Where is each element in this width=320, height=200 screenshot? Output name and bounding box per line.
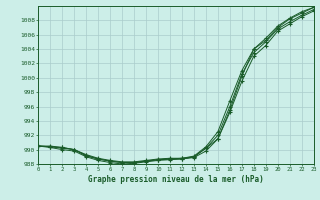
X-axis label: Graphe pression niveau de la mer (hPa): Graphe pression niveau de la mer (hPa) bbox=[88, 175, 264, 184]
